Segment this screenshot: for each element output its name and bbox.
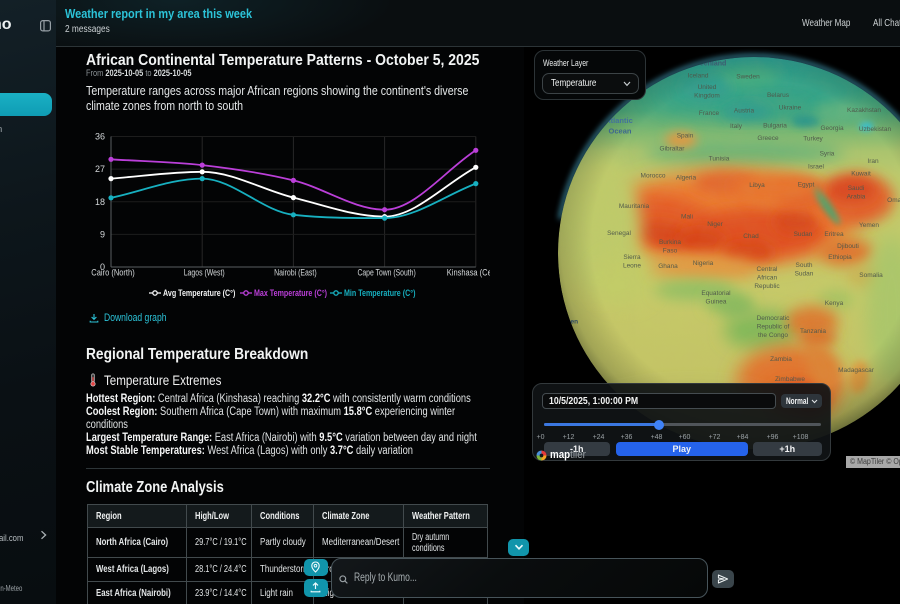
svg-text:Austria: Austria [734,108,755,115]
svg-text:the Congo: the Congo [758,332,788,339]
svg-text:36: 36 [95,131,105,141]
svg-text:27: 27 [95,164,105,174]
svg-text:9: 9 [100,229,105,239]
svg-text:Buen: Buen [562,319,578,326]
svg-text:Chad: Chad [743,233,759,240]
svg-text:South: South [796,262,813,269]
svg-text:Eritrea: Eritrea [824,231,844,238]
svg-text:Ocean: Ocean [609,127,632,136]
svg-text:0: 0 [100,262,105,272]
svg-text:Ghana: Ghana [658,263,678,270]
svg-text:Oman: Oman [887,197,900,204]
svg-text:Burkina: Burkina [659,239,681,246]
svg-text:Atlantic: Atlantic [605,116,633,125]
svg-text:Faso: Faso [663,248,678,255]
svg-text:Zambia: Zambia [770,356,792,363]
svg-text:Iran: Iran [867,158,879,165]
svg-text:Senegal: Senegal [607,230,631,237]
svg-text:Kuwait: Kuwait [851,171,871,178]
svg-text:Guinea: Guinea [706,299,727,306]
svg-text:Republic: Republic [754,283,780,290]
svg-text:Madagascar: Madagascar [838,367,875,374]
svg-text:Mali: Mali [681,214,693,221]
svg-text:African: African [757,275,778,282]
svg-text:Gibraltar: Gibraltar [660,146,686,153]
svg-text:United: United [698,84,717,91]
svg-text:Nairobi (East): Nairobi (East) [274,267,317,277]
svg-text:Iceland: Iceland [688,73,709,80]
svg-text:Leone: Leone [623,263,641,270]
svg-text:Lagos (West): Lagos (West) [184,267,225,277]
svg-text:Central: Central [757,266,779,273]
svg-text:Greece: Greece [757,135,779,142]
svg-text:Tunisia: Tunisia [709,156,730,163]
svg-text:Italy: Italy [730,123,743,130]
svg-text:Sudan: Sudan [795,271,814,278]
svg-text:Spain: Spain [677,133,694,140]
svg-text:Sierra: Sierra [623,254,641,261]
svg-text:Mauritania: Mauritania [619,203,650,210]
svg-text:Kinshasa (Central): Kinshasa (Central) [447,267,490,277]
svg-text:Israel: Israel [808,164,824,171]
svg-text:Niger: Niger [707,221,723,228]
svg-text:Morocco: Morocco [641,173,666,180]
svg-text:Egypt: Egypt [798,182,815,189]
svg-text:Sweden: Sweden [736,74,760,81]
svg-text:Georgia: Georgia [820,125,844,132]
svg-text:Yemen: Yemen [859,222,879,229]
svg-text:Sudan: Sudan [794,231,813,238]
svg-text:Uzbekistan: Uzbekistan [859,126,892,133]
svg-text:Equatorial: Equatorial [701,290,731,297]
svg-text:Kingdom: Kingdom [694,93,720,100]
svg-text:Saudi: Saudi [848,185,865,192]
svg-text:Turkey: Turkey [803,136,823,143]
svg-text:Republic of: Republic of [757,324,790,331]
svg-text:France: France [699,110,720,117]
svg-text:Ethiopia: Ethiopia [828,254,852,261]
svg-text:Tanzania: Tanzania [800,328,826,335]
svg-text:Cape Town (South): Cape Town (South) [357,267,415,277]
svg-text:Kenya: Kenya [825,300,844,307]
svg-text:Ukraine: Ukraine [779,105,802,112]
svg-text:18: 18 [95,196,105,206]
svg-text:Bulgaria: Bulgaria [763,123,787,130]
svg-text:Djibouti: Djibouti [837,243,859,250]
svg-text:Algeria: Algeria [676,175,697,182]
svg-text:Arabia: Arabia [847,194,866,201]
svg-text:Syria: Syria [820,151,835,158]
svg-text:Zimbabwe: Zimbabwe [775,376,805,383]
svg-text:Cairo (North): Cairo (North) [91,267,134,277]
svg-text:Somalia: Somalia [859,272,883,279]
svg-text:Libya: Libya [749,182,765,189]
svg-text:Kazakhstan: Kazakhstan [847,107,881,114]
svg-text:Nigeria: Nigeria [693,260,714,267]
svg-text:Democratic: Democratic [757,315,791,322]
svg-text:Greenland: Greenland [692,61,727,68]
svg-text:Belarus: Belarus [767,92,790,99]
